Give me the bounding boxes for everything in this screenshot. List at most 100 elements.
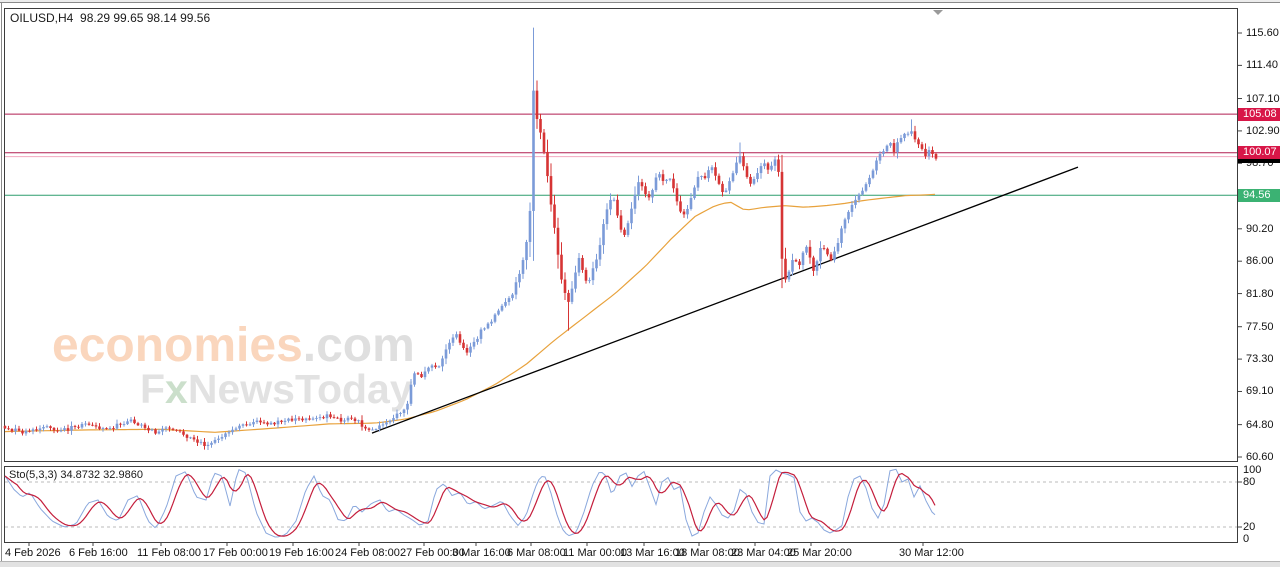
candle-body	[714, 167, 717, 176]
candle-body	[675, 188, 679, 202]
candle-body	[304, 418, 308, 421]
candle-body	[168, 427, 171, 429]
candle-body	[791, 260, 794, 272]
candle-body	[318, 417, 322, 419]
candle-body	[560, 254, 563, 280]
candle-body	[903, 133, 906, 139]
candle-body	[584, 269, 588, 281]
candle-body	[500, 305, 504, 311]
candle-body	[224, 433, 227, 438]
candle-body	[546, 151, 549, 177]
candle-body	[28, 430, 31, 432]
candle-body	[507, 298, 511, 302]
candle-body	[780, 171, 784, 259]
candle-body	[591, 268, 595, 281]
candle-body	[94, 425, 98, 427]
price-axis-label: 115.60	[1246, 27, 1279, 39]
candle-body	[45, 426, 49, 428]
candle-body	[836, 242, 840, 252]
candle-body	[206, 444, 210, 447]
candle-body	[287, 418, 290, 421]
candle-body	[7, 428, 10, 430]
candle-body	[164, 427, 168, 429]
candle-body	[686, 208, 689, 215]
price-axis-label: 102.90	[1246, 124, 1280, 137]
candle-body	[514, 282, 518, 295]
candle-body	[210, 442, 213, 445]
candle-body	[822, 248, 826, 249]
chart-shift-marker-icon[interactable]	[933, 10, 943, 15]
candle-body	[66, 428, 70, 431]
candle-body	[185, 434, 189, 438]
candle-body	[784, 258, 787, 280]
candle-body	[934, 153, 938, 159]
candle-body	[427, 367, 430, 372]
stochastic-indicator-label: Sto(5,3,3) 34.8732 32.9860	[9, 469, 143, 481]
candle-body	[378, 425, 381, 430]
candle-body	[798, 261, 801, 266]
candle-body	[927, 150, 931, 157]
time-axis-label: 23 Mar 04:00	[731, 547, 796, 559]
candle-body	[49, 426, 52, 428]
candle-body	[266, 422, 269, 425]
candle-body	[640, 182, 644, 187]
candle-body	[521, 260, 525, 274]
level-price-box: 105.08	[1238, 107, 1280, 121]
candle-body	[665, 179, 668, 181]
candle-body	[119, 423, 122, 425]
candle-body	[248, 424, 252, 426]
sub-panel-frame	[4, 466, 1238, 543]
candle-body	[647, 194, 651, 198]
window-top-strip	[0, 0, 1280, 2]
candle-body	[315, 417, 318, 419]
candle-body	[31, 429, 35, 432]
candle-body	[612, 199, 616, 201]
candle-body	[605, 209, 609, 225]
candle-body	[497, 310, 500, 315]
candle-body	[269, 422, 273, 425]
candle-body	[416, 373, 420, 375]
level-price-box: 94.56	[1238, 188, 1280, 202]
candle-body	[931, 150, 934, 154]
candle-body	[483, 328, 486, 330]
candle-body	[801, 252, 805, 266]
candle-body	[616, 199, 619, 216]
candle-body	[143, 424, 147, 428]
candle-body	[101, 428, 105, 430]
candle-body	[444, 349, 448, 359]
candle-body	[476, 338, 479, 342]
candle-body	[136, 423, 140, 426]
candle-body	[731, 173, 735, 182]
candle-body	[336, 417, 339, 419]
candle-body	[175, 429, 178, 431]
time-axis-label: 24 Feb 08:00	[335, 547, 400, 559]
candle-body	[682, 211, 686, 215]
panel-splitter[interactable]	[4, 461, 1238, 466]
candle-body	[861, 190, 864, 195]
price-axis-label: 64.80	[1246, 418, 1274, 431]
candle-body	[602, 224, 605, 246]
window-bottom-bar	[0, 561, 1280, 567]
candle-body	[35, 429, 38, 431]
stochastic-d-line	[4, 471, 936, 537]
candle-body	[759, 166, 763, 174]
candle-body	[276, 420, 280, 425]
candle-body	[434, 365, 437, 368]
candle-body	[609, 199, 612, 210]
candle-body	[199, 441, 203, 443]
candle-body	[357, 420, 360, 422]
candle-body	[308, 418, 311, 420]
price-axis-label: 90.20	[1246, 222, 1274, 235]
price-axis-label: 60.60	[1246, 451, 1274, 463]
candle-body	[598, 245, 602, 260]
candle-body	[458, 334, 462, 343]
trendline[interactable]	[371, 166, 1079, 434]
candle-body	[574, 272, 577, 289]
candle-body	[17, 428, 21, 431]
candle-body	[255, 420, 259, 423]
candle-body	[157, 431, 161, 434]
candle-body	[374, 429, 378, 430]
candle-body	[630, 208, 633, 224]
time-axis-label: 6 Feb 16:00	[69, 547, 128, 559]
